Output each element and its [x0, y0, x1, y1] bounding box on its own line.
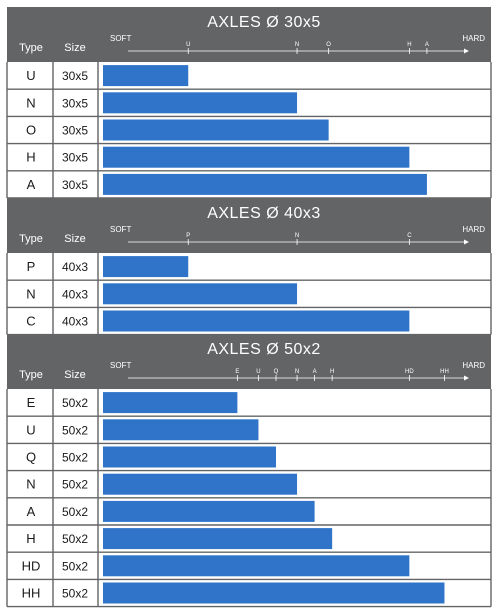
row-size-label: 40x3	[62, 315, 88, 329]
scale-arrow-head	[464, 48, 469, 54]
row-type-label: H	[26, 531, 35, 546]
row-type-label: H	[26, 150, 35, 165]
column-header-type: Type	[19, 233, 43, 245]
row-size-label: 50x2	[62, 451, 88, 465]
row-size-label: 30x5	[62, 151, 88, 165]
scale-tick-label: N	[295, 42, 299, 48]
section-title: AXLES Ø 50x2	[207, 341, 321, 358]
bar-u	[103, 65, 189, 87]
scale-tick-label: U	[256, 369, 260, 375]
bar-n	[103, 283, 298, 305]
row-type-label: HD	[22, 558, 41, 573]
bar-h	[103, 146, 410, 168]
scale-soft-label: SOFT	[110, 34, 131, 43]
bar-hh	[103, 582, 445, 604]
bar-hd	[103, 555, 410, 577]
column-header-type: Type	[19, 42, 43, 54]
scale-arrow-head	[464, 239, 469, 245]
column-header-type: Type	[19, 369, 43, 381]
column-header-size: Size	[64, 369, 85, 381]
section-title: AXLES Ø 30x5	[207, 14, 321, 31]
row-type-label: C	[26, 314, 35, 329]
bar-p	[103, 256, 189, 278]
column-header-size: Size	[64, 42, 85, 54]
row-size-label: 50x2	[62, 587, 88, 601]
bar-h	[103, 528, 333, 550]
bar-a	[103, 173, 427, 195]
scale-tick-label: HD	[405, 369, 414, 375]
row-type-label: N	[26, 286, 35, 301]
row-type-label: HH	[22, 586, 41, 601]
scale-tick-label: E	[235, 369, 239, 375]
bar-e	[103, 392, 238, 414]
row-type-label: U	[26, 68, 35, 83]
column-header-size: Size	[64, 233, 85, 245]
row-size-label: 50x2	[62, 478, 88, 492]
bar-u	[103, 419, 259, 441]
section-header-2	[7, 334, 491, 389]
section-header-1	[7, 198, 491, 253]
row-size-label: 50x2	[62, 505, 88, 519]
row-size-label: 40x3	[62, 260, 88, 274]
bar-c	[103, 310, 410, 332]
scale-hard-label: HARD	[462, 34, 485, 43]
scale-arrow-head	[464, 375, 469, 381]
scale-tick-label: N	[295, 233, 299, 239]
row-size-label: 30x5	[62, 124, 88, 138]
row-size-label: 40x3	[62, 287, 88, 301]
scale-tick-label: C	[407, 233, 412, 239]
bar-n	[103, 473, 298, 495]
bar-o	[103, 119, 329, 141]
section-header-0	[7, 7, 491, 62]
bar-a	[103, 500, 315, 522]
row-type-label: N	[26, 95, 35, 110]
row-size-label: 30x5	[62, 69, 88, 83]
row-type-label: A	[27, 177, 36, 192]
row-size-label: 50x2	[62, 532, 88, 546]
bar-n	[103, 92, 298, 114]
row-type-label: P	[27, 259, 36, 274]
scale-tick-label: O	[326, 42, 331, 48]
scale-tick-label: Q	[274, 369, 279, 375]
scale-hard-label: HARD	[462, 361, 485, 370]
row-type-label: U	[26, 422, 35, 437]
scale-soft-label: SOFT	[110, 361, 131, 370]
row-type-label: A	[27, 504, 36, 519]
scale-tick-label: A	[313, 369, 317, 375]
scale-soft-label: SOFT	[110, 225, 131, 234]
scale-hard-label: HARD	[462, 225, 485, 234]
scale-tick-label: N	[295, 369, 299, 375]
row-type-label: O	[26, 123, 36, 138]
row-size-label: 50x2	[62, 559, 88, 573]
row-size-label: 30x5	[62, 96, 88, 110]
row-size-label: 30x5	[62, 178, 88, 192]
row-type-label: Q	[26, 450, 36, 465]
scale-tick-label: H	[330, 369, 334, 375]
scale-tick-label: U	[186, 42, 190, 48]
scale-tick-label: H	[407, 42, 411, 48]
section-title: AXLES Ø 40x3	[207, 205, 321, 222]
bar-q	[103, 446, 276, 468]
scale-tick-label: P	[186, 233, 190, 239]
scale-tick-label: A	[425, 42, 429, 48]
row-size-label: 50x2	[62, 396, 88, 410]
row-type-label: N	[26, 477, 35, 492]
scale-tick-label: HH	[440, 369, 449, 375]
row-type-label: E	[27, 395, 36, 410]
row-size-label: 50x2	[62, 423, 88, 437]
